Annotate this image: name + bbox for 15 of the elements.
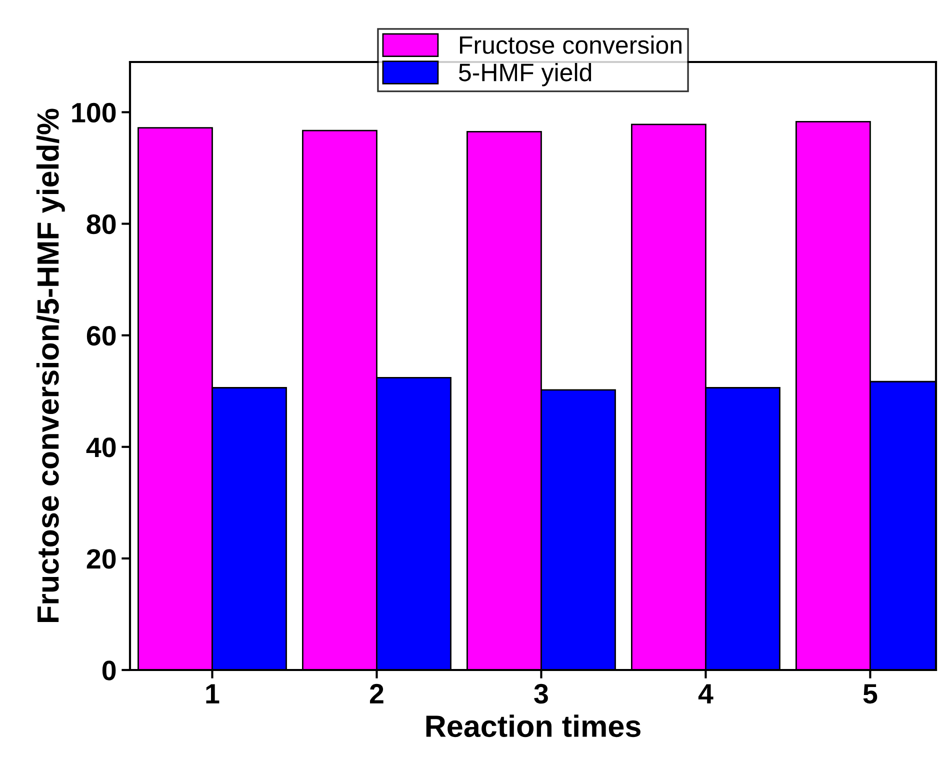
y-tick-label: 80 bbox=[86, 214, 116, 234]
legend-label: Fructose conversion bbox=[460, 36, 682, 54]
x-tick-label: 5 bbox=[863, 684, 878, 704]
x-tick-label: 2 bbox=[370, 684, 384, 704]
x-axis-title: Reaction times bbox=[426, 714, 640, 738]
y-tick-label: 40 bbox=[86, 438, 116, 458]
y-tick-label: 60 bbox=[86, 326, 116, 346]
x-tick-label: 3 bbox=[534, 684, 548, 704]
y-tick-label: 100 bbox=[72, 102, 116, 123]
x-tick-label: 1 bbox=[206, 684, 220, 704]
x-tick-label: 4 bbox=[698, 684, 714, 704]
legend-label: 5-HMF yield bbox=[458, 62, 592, 86]
y-axis-title: Fructose conversion/5-HMF yield/% bbox=[36, 108, 65, 622]
y-tick-label: 20 bbox=[86, 549, 116, 569]
y-tick-label: 0 bbox=[102, 660, 116, 680]
